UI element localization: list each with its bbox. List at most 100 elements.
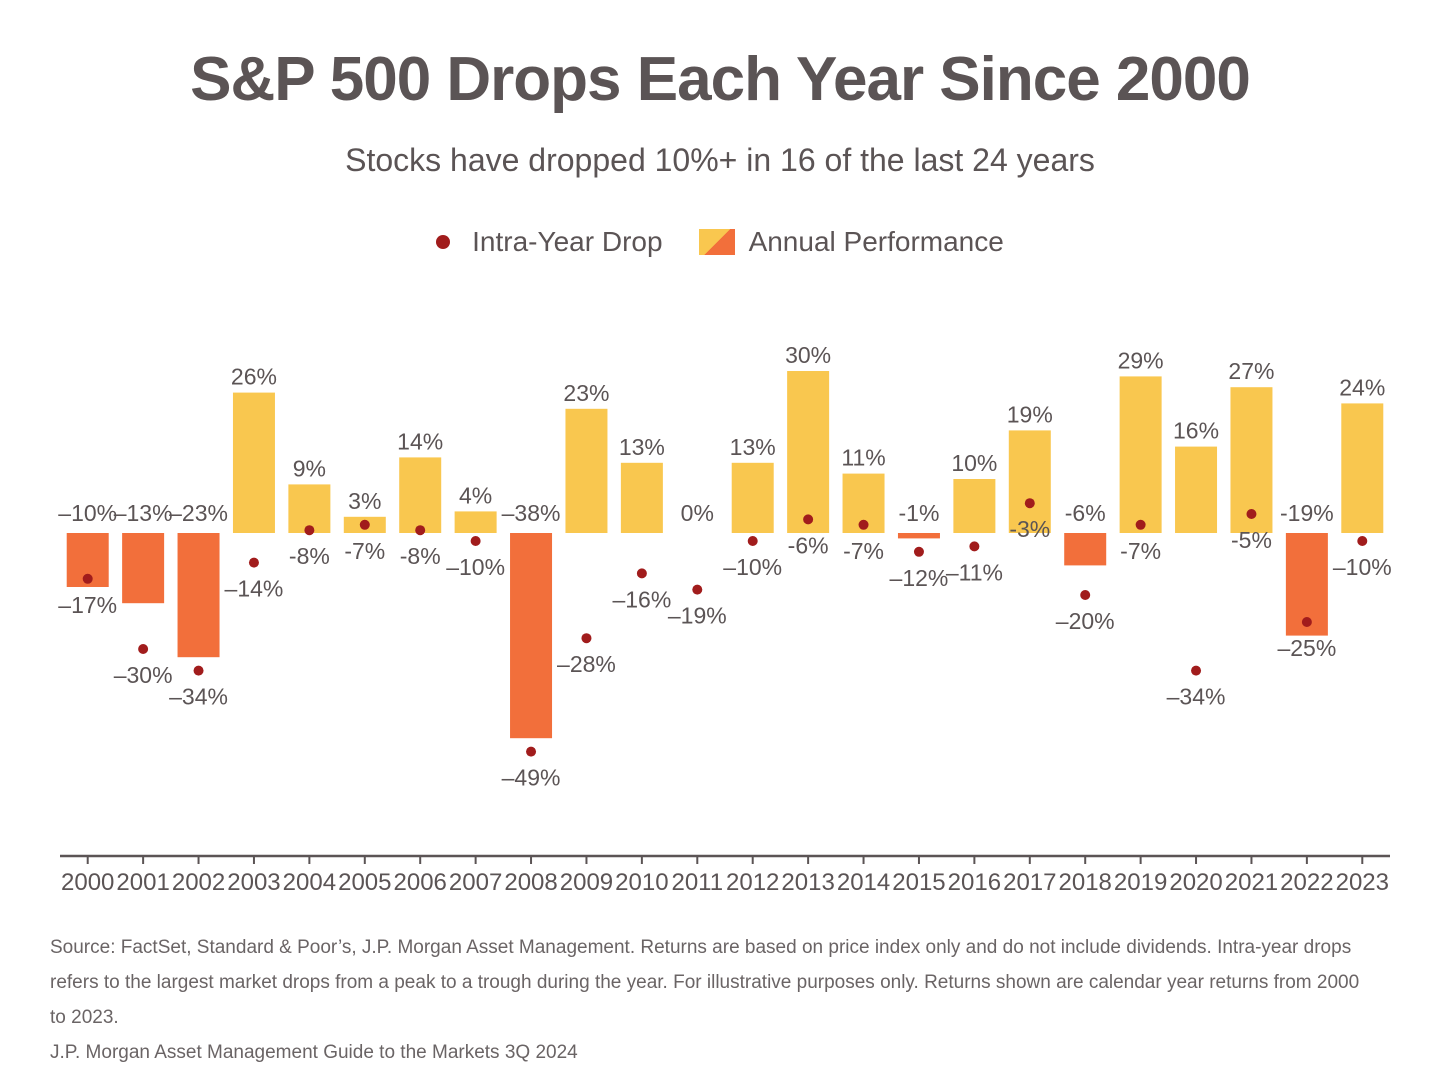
bar-label-2019: 29% [1118,347,1164,373]
bar-label-2015: -1% [899,500,940,526]
bar-2004 [288,484,331,533]
x-tick-label-2020: 2020 [1169,869,1222,896]
x-tick-label-2008: 2008 [504,869,557,896]
drop-dot-2006 [415,525,426,536]
drop-dot-2000 [82,573,93,584]
x-tick-label-2003: 2003 [227,869,280,896]
x-tick-label-2007: 2007 [449,869,502,896]
bar-2012 [731,462,774,533]
bar-2002 [177,533,220,658]
drop-dot-2019 [1135,519,1146,530]
drop-label-2005: -7% [344,538,385,564]
bar-label-2007: 4% [459,482,492,508]
drop-label-2015: –12% [890,565,949,591]
drop-dot-icon [436,235,451,249]
drop-label-2021: -5% [1231,527,1272,553]
legend-item-intra-year-drop: Intra-Year Drop [436,226,663,258]
drop-dot-2009 [581,633,592,644]
bar-2009 [565,408,608,533]
drop-label-2001: –30% [114,662,173,688]
drop-label-2013: -6% [788,532,829,558]
drop-label-2002: –34% [169,684,228,710]
bar-2017 [1008,430,1051,533]
drop-label-2010: –16% [612,586,671,612]
drop-label-2016: –11% [946,559,1003,585]
drop-dot-2005 [359,519,370,530]
bar-2001 [122,533,165,604]
bar-label-2018: -6% [1065,500,1106,526]
drop-dot-2015 [913,546,924,557]
drop-dot-2020 [1191,665,1202,676]
chart-subtitle: Stocks have dropped 10%+ in 16 of the la… [345,142,1095,178]
drop-dot-2004 [304,525,315,536]
bar-label-2008: –38% [502,500,561,526]
bar-label-2010: 13% [619,434,665,460]
bar-2013 [787,371,830,533]
legend-label-annual-performance: Annual Performance [748,226,1004,257]
legend-label-intra-year-drop: Intra-Year Drop [472,226,663,257]
x-tick-label-2021: 2021 [1225,869,1278,896]
drop-label-2023: –10% [1333,554,1392,580]
drop-label-2018: –20% [1056,608,1115,634]
x-tick-label-2016: 2016 [948,869,1001,896]
bar-2021 [1230,387,1273,533]
bar-label-2013: 30% [785,342,831,368]
drop-dot-2018 [1080,590,1091,600]
drop-label-2019: -7% [1120,538,1161,564]
x-tick-label-2005: 2005 [338,869,391,896]
x-tick-label-2010: 2010 [615,869,668,896]
drop-dot-2012 [747,536,758,546]
annual-performance-swatch-icon [698,229,735,255]
drop-dot-2008 [526,746,537,757]
bar-2019 [1119,376,1162,533]
drop-dot-2001 [138,644,149,654]
x-tick-label-2017: 2017 [1003,869,1056,896]
footnote-source: Source: FactSet, Standard & Poor’s, J.P.… [50,937,1360,1028]
drop-label-2006: -8% [400,543,441,569]
bar-label-2020: 16% [1173,418,1219,444]
drop-dot-2022 [1301,617,1312,627]
legend: Intra-Year Drop Annual Performance [0,226,1440,258]
drop-dot-2007 [470,536,481,546]
drop-dot-2021 [1246,509,1257,519]
drop-dot-2016 [969,541,980,552]
drop-label-2022: –25% [1277,635,1336,661]
footnote-guide: J.P. Morgan Asset Management Guide to th… [50,1042,578,1063]
drop-label-2014: -7% [843,538,884,564]
x-tick-label-2012: 2012 [726,869,779,896]
bar-2006 [399,457,442,533]
x-tick-label-2011: 2011 [671,869,723,896]
x-tick-label-2019: 2019 [1114,869,1167,896]
drop-label-2008: –49% [502,765,561,791]
drop-label-2007: –10% [446,554,505,580]
bar-2018 [1064,533,1107,566]
bar-label-2023: 24% [1339,374,1385,400]
bar-label-2005: 3% [348,488,381,514]
x-tick-label-2000: 2000 [61,869,114,896]
drop-dot-2017 [1024,498,1035,509]
bar-label-2016: 10% [951,450,997,476]
bar-label-2001: –13% [114,500,173,526]
bar-2023 [1341,403,1384,533]
drop-dot-2003 [248,557,259,568]
legend-item-annual-performance: Annual Performance [698,226,1004,258]
x-tick-label-2013: 2013 [781,869,834,896]
drop-label-2004: -8% [289,543,330,569]
drop-label-2020: –34% [1167,684,1226,710]
bar-label-2000: –10% [58,500,117,526]
bar-label-2003: 26% [231,364,277,390]
drop-label-2000: –17% [58,592,117,618]
drop-label-2009: –28% [557,651,616,677]
bar-2007 [454,511,497,533]
drop-dot-2002 [193,665,204,676]
bar-2020 [1175,446,1218,533]
bar-label-2011: 0% [681,500,714,526]
bar-label-2002: –23% [169,500,228,526]
bar-label-2004: 9% [293,455,326,481]
x-tick-label-2018: 2018 [1059,869,1112,896]
bar-label-2006: 14% [397,428,443,454]
bar-label-2022: -19% [1280,500,1334,526]
drop-dot-2011 [692,584,703,595]
x-tick-label-2004: 2004 [283,869,336,896]
